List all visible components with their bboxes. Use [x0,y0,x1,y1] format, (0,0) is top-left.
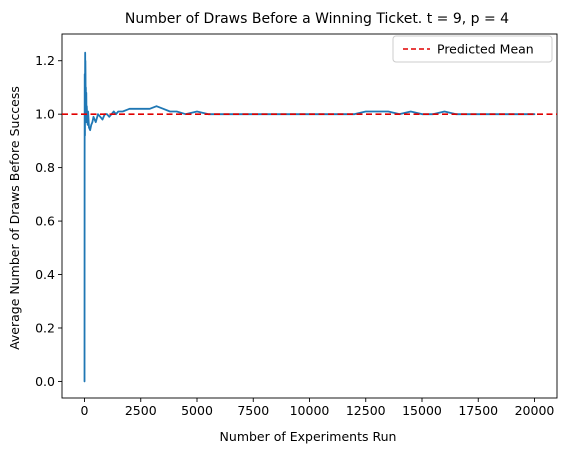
y-tick-label: 0.4 [35,267,55,282]
plot-area [61,33,558,399]
x-tick-label: 20000 [515,403,555,418]
x-axis: 0 2500 5000 7500 10000 12500 15000 17500 20000 [81,398,555,418]
x-tick-label: 17500 [458,403,498,418]
x-tick-label: 2500 [125,403,157,418]
x-tick-label: 7500 [237,403,269,418]
legend-label-predicted-mean: Predicted Mean [437,42,534,57]
legend: Predicted Mean [392,35,553,63]
x-tick-label: 5000 [181,403,213,418]
y-tick-label: 0.0 [35,374,55,389]
plot-frame [61,33,558,399]
x-tick-label: 12500 [346,403,386,418]
legend-box [392,35,553,63]
y-tick-label: 0.6 [35,214,55,229]
x-axis-label: Number of Experiments Run [220,429,397,444]
y-tick-label: 0.8 [35,160,55,175]
y-tick-label: 1.2 [35,53,55,68]
x-tick-label: 0 [81,403,89,418]
y-tick-label: 1.0 [35,107,55,122]
x-tick-label: 10000 [290,403,330,418]
y-axis: 0.0 0.2 0.4 0.6 0.8 1.0 1.2 [35,53,62,389]
chart-title: Number of Draws Before a Winning Ticket.… [125,11,509,27]
y-axis-label: Average Number of Draws Before Success [7,86,22,350]
series-layer [83,51,536,383]
y-tick-label: 0.2 [35,320,55,335]
x-tick-label: 15000 [402,403,442,418]
series-line-0 [83,51,536,383]
